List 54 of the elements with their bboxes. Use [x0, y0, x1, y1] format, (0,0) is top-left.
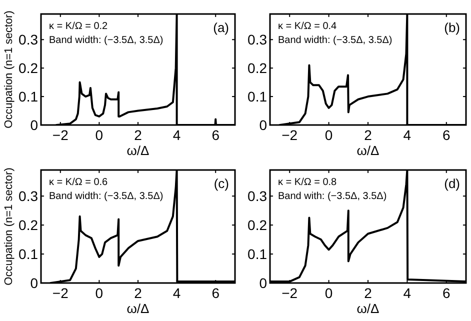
y-axis-title: Occupation (n=1 sector) — [3, 10, 15, 128]
y-tick-label: 0.3 — [18, 188, 38, 204]
y-tick-label: 0.2 — [18, 60, 38, 76]
y-tick-label: 0.3 — [18, 32, 38, 48]
y-tick-label: 0.2 — [18, 217, 38, 234]
x-tick-label: 6 — [212, 127, 220, 143]
annotation: κ = K/Ω = 0.2 — [49, 21, 108, 32]
x-tick-label: 4 — [172, 127, 181, 143]
x-tick-label: 0 — [324, 127, 333, 143]
y-tick-label: 0.1 — [248, 88, 268, 105]
x-axis-title: ω/Δ — [126, 143, 150, 158]
x-tick-label: −2 — [52, 285, 69, 301]
y-tick-label: 0 — [30, 117, 38, 133]
x-axis-title: ω/Δ — [356, 301, 380, 316]
y-tick-label: 0 — [259, 117, 268, 133]
y-tick-label: 0.2 — [248, 217, 268, 234]
annotation: κ = K/Ω = 0.8 — [278, 177, 338, 188]
x-tick-label: 6 — [212, 285, 220, 301]
annotation: (c) — [214, 176, 229, 191]
x-tick-label: 2 — [364, 285, 372, 301]
y-tick-label: 0.3 — [248, 32, 268, 48]
x-tick-label: 4 — [403, 127, 412, 143]
x-tick-label: −2 — [52, 127, 69, 143]
annotation: Band width: (−3.5Δ, 3.5Δ) — [278, 35, 392, 46]
x-axis-title: ω/Δ — [126, 301, 150, 316]
annotation: Band with: (−3.5Δ, 3.5Δ) — [278, 191, 387, 202]
x-tick-label: −2 — [282, 127, 298, 143]
x-tick-label: 0 — [324, 285, 333, 301]
x-tick-label: 0 — [95, 127, 104, 143]
annotation: Band width: (−3.5Δ, 3.5Δ) — [49, 191, 164, 202]
annotation: (b) — [444, 20, 460, 35]
x-tick-label: 2 — [134, 127, 142, 143]
y-tick-label: 0.1 — [18, 246, 38, 262]
annotation: κ = K/Ω = 0.6 — [49, 177, 108, 188]
y-tick-label: 0 — [30, 275, 38, 291]
x-tick-label: 0 — [95, 285, 104, 301]
y-tick-label: 0.2 — [248, 60, 268, 76]
x-tick-label: −2 — [282, 285, 298, 301]
x-axis-title: ω/Δ — [356, 143, 380, 158]
annotation: Band width: (−3.5Δ, 3.5Δ) — [49, 35, 164, 46]
x-tick-label: 6 — [442, 285, 450, 301]
y-axis-title: Occupation (n=1 sector) — [3, 168, 15, 286]
x-tick-label: 6 — [442, 127, 450, 143]
y-tick-label: 0.1 — [248, 246, 268, 262]
x-tick-label: 2 — [364, 127, 372, 143]
x-tick-label: 4 — [403, 285, 412, 301]
y-tick-label: 0 — [259, 275, 268, 291]
y-tick-label: 0.3 — [248, 188, 268, 204]
x-tick-label: 4 — [172, 285, 181, 301]
annotation: (a) — [213, 20, 229, 35]
y-tick-label: 0.1 — [18, 88, 38, 105]
annotation: (d) — [444, 176, 460, 191]
x-tick-label: 2 — [134, 285, 142, 301]
annotation: κ = K/Ω = 0.4 — [278, 21, 338, 32]
